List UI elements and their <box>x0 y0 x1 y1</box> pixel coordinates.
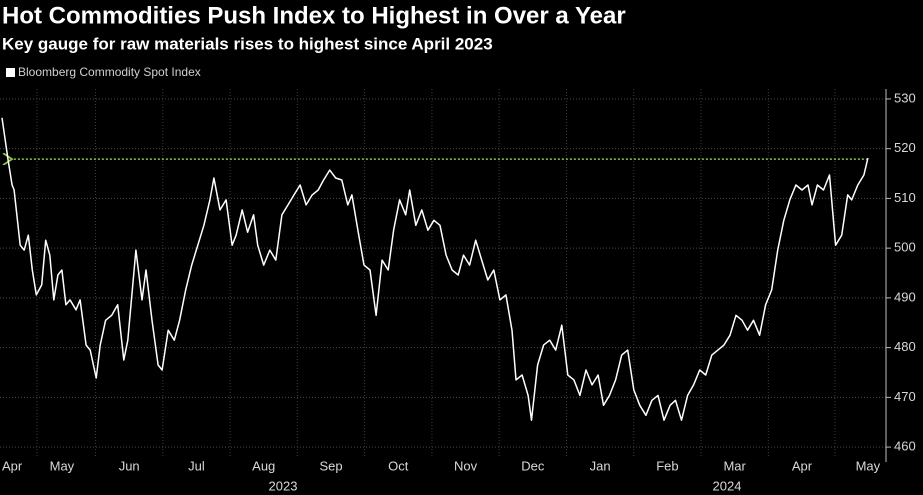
x-tick-label: Mar <box>723 458 746 473</box>
year-label: 2023 <box>269 478 298 493</box>
x-tick-label: Dec <box>521 458 545 473</box>
x-tick-label: May <box>856 458 881 473</box>
x-tick-label: Jul <box>188 458 205 473</box>
chart-title: Hot Commodities Push Index to Highest in… <box>2 2 626 29</box>
x-tick-label: Sep <box>319 458 342 473</box>
x-tick-label: Feb <box>656 458 678 473</box>
x-tick-label: Apr <box>2 458 23 473</box>
y-tick-label: 510 <box>894 190 916 205</box>
x-tick-label: Jun <box>119 458 140 473</box>
y-tick-label: 480 <box>894 339 916 354</box>
legend-swatch <box>6 68 15 77</box>
x-tick-label: Nov <box>454 458 478 473</box>
y-tick-label: 460 <box>894 439 916 454</box>
y-tick-label: 520 <box>894 140 916 155</box>
year-label: 2024 <box>713 478 742 493</box>
legend-label: Bloomberg Commodity Spot Index <box>18 65 201 79</box>
x-tick-label: Jan <box>590 458 611 473</box>
y-tick-label: 470 <box>894 389 916 404</box>
x-tick-label: Apr <box>792 458 813 473</box>
x-tick-label: Oct <box>388 458 409 473</box>
y-tick-label: 490 <box>894 289 916 304</box>
chart-subtitle: Key gauge for raw materials rises to hig… <box>2 34 493 53</box>
y-tick-label: 500 <box>894 240 916 255</box>
x-tick-label: May <box>50 458 75 473</box>
x-tick-label: Aug <box>252 458 275 473</box>
y-tick-label: 530 <box>894 90 916 105</box>
series-line <box>1 117 869 421</box>
